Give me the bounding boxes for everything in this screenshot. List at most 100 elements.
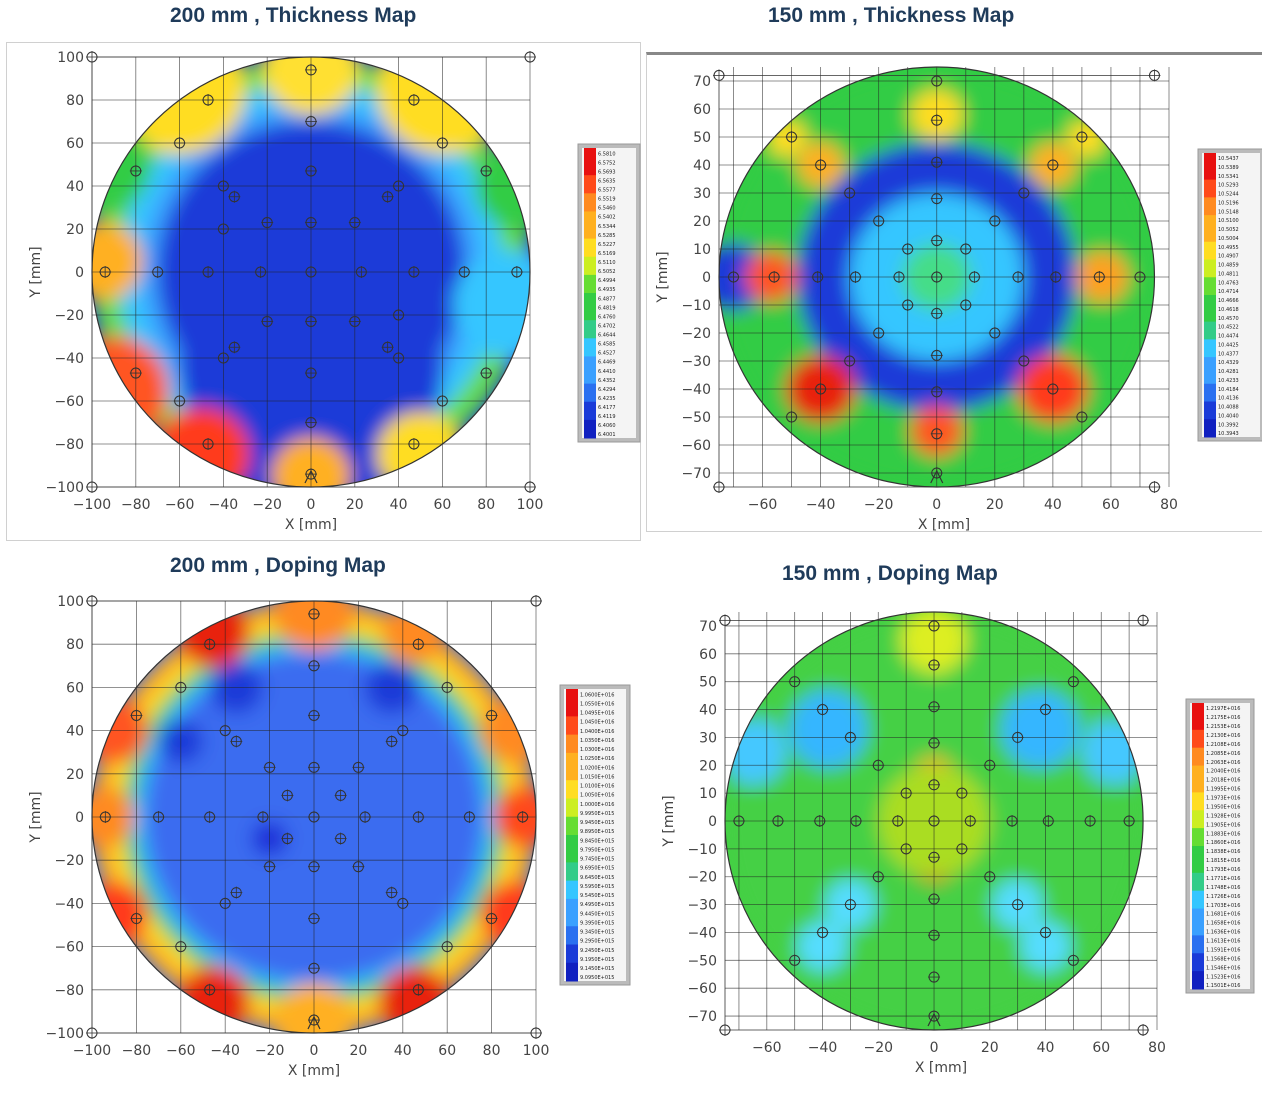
legend-value: 1.1613E+016: [1206, 939, 1240, 945]
legend-swatch: [1204, 374, 1216, 385]
legend-swatch: [566, 917, 578, 927]
legend-value: 9.1450E+015: [580, 966, 614, 972]
legend-value: 10.4907: [1218, 254, 1239, 260]
y-tick-label: 0: [75, 810, 84, 826]
y-tick-label: 20: [66, 767, 84, 783]
legend-value: 9.7450E+015: [580, 857, 614, 863]
legend-swatch: [566, 835, 578, 845]
legend-swatch: [1204, 428, 1216, 438]
x-tick-labels: −60 −40 −20 0 20 40 60 80: [752, 1040, 1166, 1056]
y-tick-label: 10: [699, 786, 717, 802]
x-tick-labels: −100 −80 −60 −40 −20 0 20 40 60 80 100: [73, 497, 544, 513]
y-tick-label: −50: [687, 953, 717, 969]
legend-swatch: [566, 962, 578, 973]
x-tick-label: 60: [433, 497, 451, 513]
legend-swatch: [566, 698, 578, 708]
legend-swatch: [566, 743, 578, 754]
legend-swatch: [584, 428, 596, 439]
legend-swatch: [566, 898, 578, 909]
x-tick-label: 0: [310, 1043, 319, 1059]
legend-value: 1.1546E+016: [1206, 965, 1240, 971]
legend-value: 1.1748E+016: [1206, 885, 1240, 891]
legend-value: 10.5052: [1218, 227, 1239, 233]
legend-value: 9.8450E+015: [580, 838, 614, 844]
legend-swatch: [584, 283, 596, 294]
legend-value: 1.1973E+016: [1206, 796, 1240, 802]
y-tick-label: −30: [687, 898, 717, 914]
legend-value: 6.5519: [598, 197, 616, 203]
y-tick-label: 80: [66, 93, 84, 109]
measurement-points: [713, 69, 1161, 493]
x-tick-label: −80: [121, 497, 151, 513]
legend-value: 1.2153E+016: [1206, 724, 1240, 730]
title-150-doping: 150 mm , Doping Map: [782, 562, 998, 585]
legend-value: 1.0495E+016: [580, 711, 614, 717]
legend-swatch: [566, 971, 578, 982]
legend-swatch: [584, 157, 596, 167]
legend-swatch: [1204, 392, 1216, 402]
legend-swatch: [584, 392, 596, 403]
legend-value: 10.4666: [1218, 298, 1239, 304]
legend: 6.5810 6.5752 6.5693 6.5635 6.5577 6.5519 6.54…: [577, 143, 641, 443]
legend-swatch: [584, 320, 596, 330]
legend-value: 10.4763: [1218, 280, 1239, 286]
legend-value: 10.5389: [1218, 165, 1239, 171]
legend-swatch: [1192, 729, 1204, 740]
x-tick-label: 0: [932, 497, 941, 513]
legend-value: 10.4474: [1218, 334, 1239, 340]
legend-swatch: [1204, 215, 1216, 225]
legend-swatch: [584, 401, 596, 412]
legend-swatch: [584, 175, 596, 185]
y-tick-label: 70: [699, 619, 717, 635]
legend-value: 1.2018E+016: [1206, 778, 1240, 784]
x-axis-label: X [mm]: [285, 517, 337, 533]
legend-swatch: [566, 816, 578, 827]
y-tick-label: 50: [699, 675, 717, 691]
legend-swatch: [1192, 899, 1204, 910]
legend-swatch: [584, 265, 596, 276]
legend-value: 10.4088: [1218, 405, 1239, 411]
legend-value: 6.5227: [598, 242, 616, 248]
legend-swatch: [1192, 971, 1204, 981]
legend-swatch: [584, 274, 596, 285]
y-tick-label: 30: [693, 186, 711, 202]
legend-value: 1.1658E+016: [1206, 921, 1240, 927]
legend-swatch: [566, 862, 578, 872]
legend-value: 6.4352: [598, 378, 616, 384]
legend-swatch: [1192, 881, 1204, 892]
legend-value: 10.5437: [1218, 156, 1239, 162]
legend-swatch: [584, 166, 596, 176]
legend-swatch: [1204, 312, 1216, 323]
x-tick-labels: −100 −80 −60 −40 −20 0 20 40 60 80 100: [73, 1043, 550, 1059]
legend-value: 1.0000E+016: [580, 802, 614, 808]
wafer-region-8: [92, 881, 148, 947]
legend-swatch: [1204, 401, 1216, 411]
legend-value: 1.1523E+016: [1206, 974, 1240, 980]
wafer-region-4: [1000, 690, 1079, 769]
legend-swatch: [566, 734, 578, 745]
legend-value: 6.5810: [598, 151, 616, 157]
chart-200-doping: −100 −80 −60 −40 −20 0 20 40 60 80 100 100 80 60 40 20 0…: [28, 594, 631, 1079]
legend-swatch: [1204, 303, 1216, 314]
legend-value: 9.5450E+015: [580, 893, 614, 899]
y-tick-labels: 100 80 60 40 20 0 −20 −40 −60 −80 −100: [46, 50, 84, 496]
x-tick-label: 20: [346, 497, 364, 513]
legend-value: 1.1838E+016: [1206, 849, 1240, 855]
x-tick-label: 40: [394, 1043, 412, 1059]
legend-value: 1.2108E+016: [1206, 742, 1240, 748]
legend-swatch: [1204, 295, 1216, 305]
legend-swatch: [566, 716, 578, 726]
legend-swatch: [566, 926, 578, 936]
y-tick-label: 60: [699, 647, 717, 663]
legend-swatch: [566, 707, 578, 717]
legend-value: 10.4714: [1218, 289, 1239, 295]
legend-value: 1.2175E+016: [1206, 715, 1240, 721]
legend-value: 1.1501E+016: [1206, 983, 1240, 989]
legend-value: 10.3943: [1218, 431, 1239, 437]
legend-swatch: [1192, 801, 1204, 811]
legend-swatch: [584, 220, 596, 231]
legend-value: 9.8950E+015: [580, 829, 614, 835]
legend-value: 10.4811: [1218, 271, 1239, 277]
legend-swatch: [1192, 854, 1204, 865]
legend-swatch: [1192, 738, 1204, 749]
